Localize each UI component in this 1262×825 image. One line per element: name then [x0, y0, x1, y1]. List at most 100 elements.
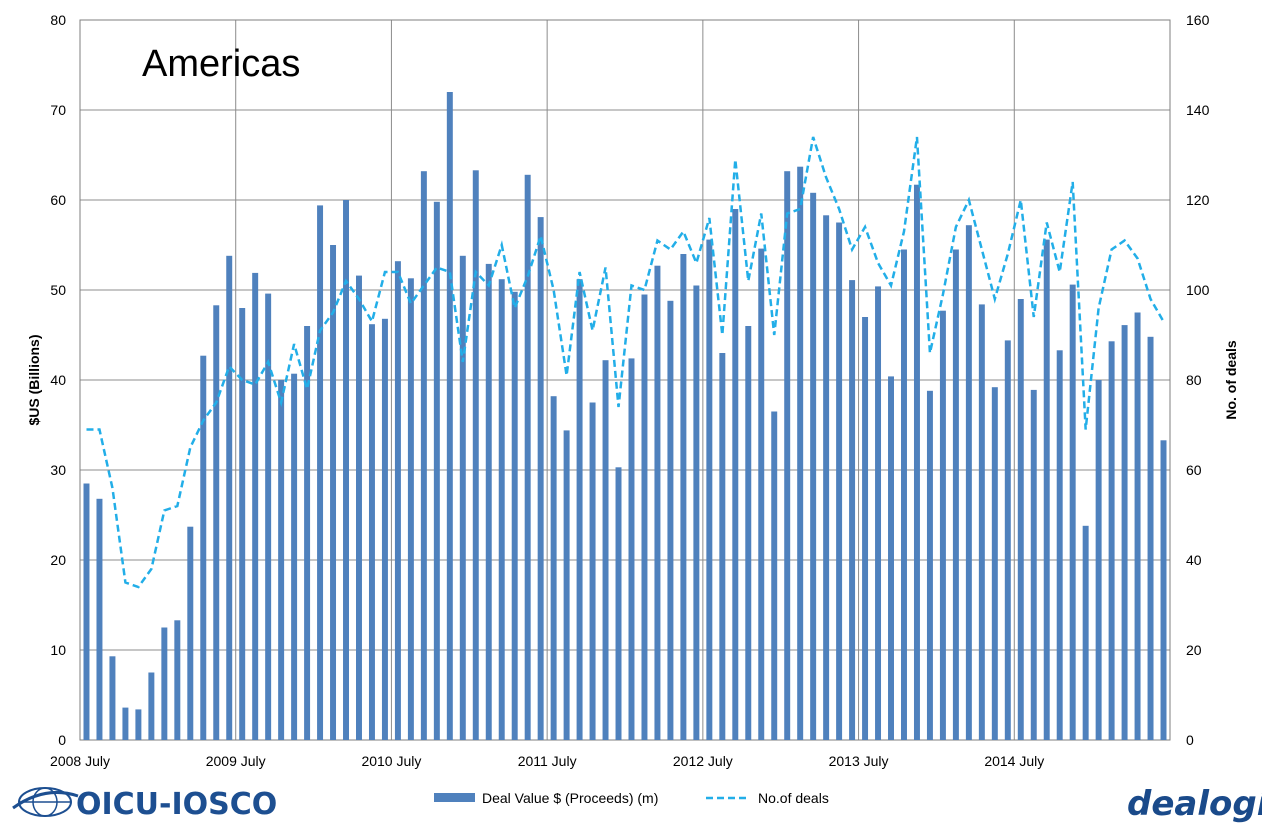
- bar: [875, 286, 882, 740]
- bar: [239, 308, 246, 740]
- y-tick-label: 80: [50, 12, 66, 28]
- deals-line: [86, 136, 1165, 589]
- bar: [420, 171, 427, 740]
- y-tick-label: 70: [50, 102, 66, 118]
- bar: [667, 300, 674, 740]
- bar: [732, 209, 739, 740]
- bar: [628, 358, 635, 740]
- x-tick-label: 2009 July: [206, 753, 266, 769]
- plot-area-border: [79, 19, 1171, 741]
- bar: [135, 709, 142, 740]
- y-tick-label: 10: [50, 642, 66, 658]
- y2-tick-label: 100: [1186, 282, 1210, 298]
- bar: [926, 390, 933, 740]
- y2-tick-label: 80: [1186, 372, 1202, 388]
- left-axis-ticks: 0 10 20 30 40 50 60 70 80: [50, 12, 66, 748]
- bar: [706, 239, 713, 740]
- bar: [810, 192, 817, 741]
- bar: [1056, 350, 1063, 740]
- bar: [1147, 336, 1154, 740]
- x-tick-label: 2010 July: [361, 753, 421, 769]
- bar: [719, 353, 726, 740]
- y-tick-label: 0: [58, 732, 66, 748]
- y2-tick-label: 0: [1186, 732, 1194, 748]
- bar: [888, 376, 894, 740]
- bar: [641, 294, 648, 740]
- bar: [524, 174, 531, 741]
- bar: [498, 279, 505, 740]
- bar: [252, 272, 259, 740]
- bar: [122, 707, 129, 740]
- x-tick-label: 2014 July: [984, 753, 1044, 769]
- bar: [563, 430, 570, 740]
- y2-tick-label: 60: [1186, 462, 1202, 478]
- legend: Deal Value $ (Proceeds) (m) No.of deals: [434, 790, 829, 806]
- bar: [952, 249, 959, 740]
- bar: [187, 526, 194, 740]
- x-tick-label: 2013 July: [829, 753, 889, 769]
- bar: [939, 310, 946, 740]
- bar: [589, 402, 596, 740]
- bar: [1160, 440, 1167, 740]
- bar: [161, 627, 168, 740]
- y2-tick-label: 20: [1186, 642, 1202, 658]
- legend-line-label: No.of deals: [758, 790, 829, 806]
- y2-tick-label: 120: [1186, 192, 1210, 208]
- bar: [913, 184, 920, 740]
- y2-tick-label: 40: [1186, 552, 1202, 568]
- bar: [368, 324, 375, 740]
- bar: [758, 248, 765, 740]
- bar: [1134, 312, 1141, 740]
- bar: [330, 245, 337, 740]
- bar: [394, 261, 401, 740]
- bar: [317, 205, 324, 740]
- bar: [1082, 525, 1089, 740]
- bar: [615, 467, 622, 740]
- legend-bar-swatch: [434, 793, 475, 802]
- bar: [602, 360, 609, 740]
- bar: [693, 285, 700, 740]
- bar: [213, 305, 220, 740]
- bar: [381, 318, 388, 740]
- bar: [226, 255, 233, 741]
- iosco-logo: OICU-IOSCO: [12, 787, 277, 822]
- bar: [485, 263, 492, 740]
- iosco-logo-text: OICU-IOSCO: [76, 787, 277, 822]
- bar: [965, 225, 972, 740]
- bar: [654, 265, 661, 740]
- bar: [991, 387, 998, 740]
- bar: [1017, 299, 1024, 740]
- y-tick-label: 50: [50, 282, 66, 298]
- bar: [278, 380, 285, 740]
- bar: [862, 317, 869, 740]
- bar: [200, 355, 207, 740]
- bar: [1108, 341, 1115, 740]
- bar: [745, 326, 752, 740]
- bar: [1043, 239, 1050, 740]
- y2-tick-label: 160: [1186, 12, 1210, 28]
- globe-icon: [12, 787, 79, 817]
- x-tick-label: 2012 July: [673, 753, 733, 769]
- bar: [109, 656, 116, 740]
- dealogic-logo: dealogic: [1127, 784, 1262, 824]
- bar: [1121, 325, 1128, 740]
- bar: [343, 200, 349, 740]
- y-tick-label: 20: [50, 552, 66, 568]
- bar: [1095, 380, 1102, 740]
- y-tick-label: 60: [50, 192, 66, 208]
- bar: [1069, 284, 1076, 740]
- bar: [1030, 389, 1037, 740]
- y2-axis-title: No. of deals: [1223, 340, 1239, 420]
- bar-series: [83, 92, 1167, 741]
- bar: [446, 92, 453, 740]
- bar: [265, 293, 272, 740]
- bar: [174, 620, 181, 740]
- bar: [901, 249, 907, 740]
- y-tick-label: 30: [50, 462, 66, 478]
- y-tick-label: 40: [50, 372, 66, 388]
- bar: [291, 373, 298, 740]
- bar: [836, 222, 843, 740]
- bar: [304, 326, 311, 740]
- x-tick-label: 2011 July: [518, 753, 577, 769]
- bar: [784, 171, 791, 740]
